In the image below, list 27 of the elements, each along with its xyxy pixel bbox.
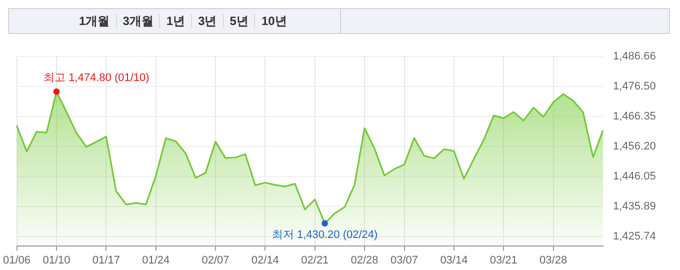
text: 5년 <box>222 14 254 28</box>
text: 10년 <box>254 14 293 28</box>
x-tick-label: 02/07 <box>202 254 230 266</box>
y-tick-label: 1,456.20 <box>613 140 656 153</box>
x-tick-label: 02/28 <box>350 254 378 266</box>
x-tick-label: 01/10 <box>42 254 70 266</box>
x-tick-label: 01/06 <box>3 254 31 266</box>
y-tick-label: 1,486.66 <box>613 50 656 63</box>
y-tick-label: 1,446.05 <box>613 170 656 183</box>
annotation: 최저 1,430.20 (02/24) <box>272 228 378 241</box>
y-tick-label: 1,425.74 <box>613 230 656 243</box>
x-tick-label: 02/14 <box>251 254 279 266</box>
annotation: 최고 1,474.80 (01/10) <box>44 72 150 84</box>
y-tick-label: 1,435.89 <box>613 200 656 213</box>
text: 1개월 <box>78 14 111 28</box>
text: 1년 <box>159 14 192 28</box>
x-tick-label: 03/07 <box>390 254 418 266</box>
x-tick-label: 03/21 <box>490 254 518 266</box>
y-tick-label: 1,476.50 <box>613 80 656 93</box>
x-tick-label: 01/17 <box>92 254 120 266</box>
x-tick-label: 03/14 <box>440 254 468 266</box>
text: 3개월 <box>116 14 160 28</box>
text: 3년 <box>191 14 223 28</box>
x-tick-label: 01/24 <box>142 254 170 266</box>
x-tick-label: 02/21 <box>301 254 329 266</box>
x-tick-label: 03/28 <box>540 254 568 266</box>
y-tick-label: 1,466.35 <box>613 110 656 123</box>
